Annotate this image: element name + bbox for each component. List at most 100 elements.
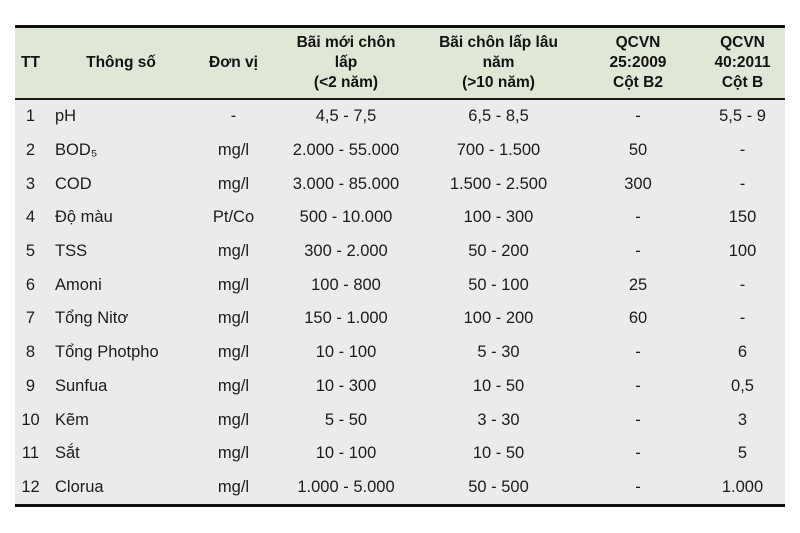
table-cell-tt: 4 xyxy=(15,201,46,235)
table-cell-param: pH xyxy=(46,99,196,134)
table-cell-param: Kẽm xyxy=(46,403,196,437)
table-cell-qcvn40: 0,5 xyxy=(700,369,785,404)
table-cell-old_landfill: 10 - 50 xyxy=(421,436,576,471)
column-header-qcvn25: QCVN 25:2009 Cột B2 xyxy=(576,26,700,100)
table-cell-param: Clorua xyxy=(46,470,196,506)
table-cell-unit: mg/l xyxy=(196,369,271,404)
table-row: 11 Sắt mg/l 10 - 100 10 - 50-5 xyxy=(15,436,785,471)
table-cell-new_landfill: 10 - 100 xyxy=(271,436,421,471)
column-header-unit: Đơn vị xyxy=(196,26,271,100)
table-cell-old_landfill: 10 - 50 xyxy=(421,369,576,404)
table-cell-old_landfill: 50 - 200 xyxy=(421,234,576,269)
table-cell-tt: 6 xyxy=(15,268,46,303)
table-row: 1 pH -4,5 - 7,5 6,5 - 8,5-5,5 - 9 xyxy=(15,99,785,134)
table-cell-param: TSS xyxy=(46,234,196,269)
table-cell-qcvn25: - xyxy=(576,234,700,269)
table-cell-param: Độ màu xyxy=(46,201,196,235)
table-cell-tt: 2 xyxy=(15,133,46,168)
table-cell-param: Sunfua xyxy=(46,369,196,404)
column-header-qcvn40: QCVN 40:2011 Cột B xyxy=(700,26,785,100)
table-cell-param: Tổng Nitơ xyxy=(46,302,196,336)
table-cell-qcvn40: 5 xyxy=(700,436,785,471)
table-cell-param: BOD₅ xyxy=(46,133,196,168)
table-cell-unit: mg/l xyxy=(196,403,271,437)
table-cell-old_landfill: 5 - 30 xyxy=(421,335,576,370)
table-cell-old_landfill: 100 - 200 xyxy=(421,302,576,336)
table-cell-tt: 3 xyxy=(15,167,46,202)
table-row: 4 Độ màu Pt/Co 500 - 10.000 100 - 300-150 xyxy=(15,201,785,235)
table-cell-unit: mg/l xyxy=(196,302,271,336)
table-cell-new_landfill: 10 - 300 xyxy=(271,369,421,404)
table-cell-tt: 11 xyxy=(15,436,46,471)
table-cell-qcvn25: 300 xyxy=(576,167,700,202)
table-cell-qcvn40: - xyxy=(700,167,785,202)
table-row: 2 BOD₅ mg/l 2.000 - 55.000 700 - 1.500 50- xyxy=(15,133,785,168)
table-cell-new_landfill: 5 - 50 xyxy=(271,403,421,437)
table-cell-old_landfill: 700 - 1.500 xyxy=(421,133,576,168)
table-cell-qcvn40: 6 xyxy=(700,335,785,370)
table-cell-qcvn25: - xyxy=(576,99,700,134)
table-row: 12 Clorua mg/l 1.000 - 5.000 50 - 500-1.000 xyxy=(15,470,785,506)
table-cell-tt: 5 xyxy=(15,234,46,269)
table-cell-new_landfill: 150 - 1.000 xyxy=(271,302,421,336)
table-cell-unit: - xyxy=(196,99,271,134)
table-header: TT Thông số Đơn vị Bãi mới chôn lấp (<2 năm… xyxy=(15,26,785,100)
table-cell-unit: mg/l xyxy=(196,335,271,370)
table-cell-qcvn25: 50 xyxy=(576,133,700,168)
table-cell-old_landfill: 1.500 - 2.500 xyxy=(421,167,576,202)
table-cell-param: COD xyxy=(46,167,196,202)
table-cell-unit: mg/l xyxy=(196,436,271,471)
column-header-new_landfill: Bãi mới chôn lấp (<2 năm) xyxy=(271,26,421,100)
table-cell-qcvn40: - xyxy=(700,133,785,168)
table-cell-old_landfill: 6,5 - 8,5 xyxy=(421,99,576,134)
table-body: 1 pH -4,5 - 7,5 6,5 - 8,5-5,5 - 9 2 BOD₅ mg/l 2… xyxy=(15,99,785,506)
column-header-old_landfill: Bãi chôn lấp lâu năm (>10 năm) xyxy=(421,26,576,100)
table-cell-qcvn25: - xyxy=(576,201,700,235)
column-header-tt: TT xyxy=(15,26,46,100)
table-cell-tt: 9 xyxy=(15,369,46,404)
table-cell-qcvn25: - xyxy=(576,470,700,506)
table-cell-qcvn40: - xyxy=(700,268,785,303)
table-cell-qcvn25: 60 xyxy=(576,302,700,336)
table-cell-qcvn25: 25 xyxy=(576,268,700,303)
table-cell-new_landfill: 3.000 - 85.000 xyxy=(271,167,421,202)
table-row: 6 Amoni mg/l 100 - 800 50 - 100 25- xyxy=(15,268,785,303)
table-cell-new_landfill: 500 - 10.000 xyxy=(271,201,421,235)
table-cell-qcvn25: - xyxy=(576,403,700,437)
table-cell-qcvn25: - xyxy=(576,369,700,404)
table-cell-old_landfill: 50 - 500 xyxy=(421,470,576,506)
table-cell-param: Amoni xyxy=(46,268,196,303)
table-cell-new_landfill: 1.000 - 5.000 xyxy=(271,470,421,506)
table-cell-tt: 12 xyxy=(15,470,46,506)
table-row: 5 TSS mg/l 300 - 2.000 50 - 200-100 xyxy=(15,234,785,269)
table-cell-unit: mg/l xyxy=(196,167,271,202)
table-cell-new_landfill: 300 - 2.000 xyxy=(271,234,421,269)
table-cell-unit: mg/l xyxy=(196,268,271,303)
header-row: TT Thông số Đơn vị Bãi mới chôn lấp (<2 năm… xyxy=(15,26,785,100)
table-cell-new_landfill: 4,5 - 7,5 xyxy=(271,99,421,134)
table-cell-old_landfill: 3 - 30 xyxy=(421,403,576,437)
table-cell-new_landfill: 10 - 100 xyxy=(271,335,421,370)
table-cell-unit: mg/l xyxy=(196,234,271,269)
table-cell-param: Sắt xyxy=(46,436,196,471)
table-cell-new_landfill: 100 - 800 xyxy=(271,268,421,303)
table-cell-qcvn40: 5,5 - 9 xyxy=(700,99,785,134)
table-cell-qcvn40: 1.000 xyxy=(700,470,785,506)
table-cell-qcvn40: - xyxy=(700,302,785,336)
table-row: 10 Kẽm mg/l 5 - 50 3 - 30-3 xyxy=(15,403,785,437)
table-cell-tt: 10 xyxy=(15,403,46,437)
column-header-param: Thông số xyxy=(46,26,196,100)
table-cell-qcvn25: - xyxy=(576,335,700,370)
table-row: 7 Tổng Nitơ mg/l 150 - 1.000 100 - 200 60- xyxy=(15,302,785,336)
table-cell-qcvn40: 150 xyxy=(700,201,785,235)
table-cell-param: Tổng Photpho xyxy=(46,335,196,370)
table-cell-qcvn25: - xyxy=(576,436,700,471)
table-row: 9 Sunfua mg/l 10 - 300 10 - 50-0,5 xyxy=(15,369,785,404)
table-cell-tt: 7 xyxy=(15,302,46,336)
leachate-characteristics-table: TT Thông số Đơn vị Bãi mới chôn lấp (<2 năm… xyxy=(15,25,785,508)
table-cell-unit: Pt/Co xyxy=(196,201,271,235)
table-cell-qcvn40: 3 xyxy=(700,403,785,437)
table-row: 3 COD mg/l 3.000 - 85.000 1.500 - 2.500 300- xyxy=(15,167,785,202)
table-cell-old_landfill: 50 - 100 xyxy=(421,268,576,303)
